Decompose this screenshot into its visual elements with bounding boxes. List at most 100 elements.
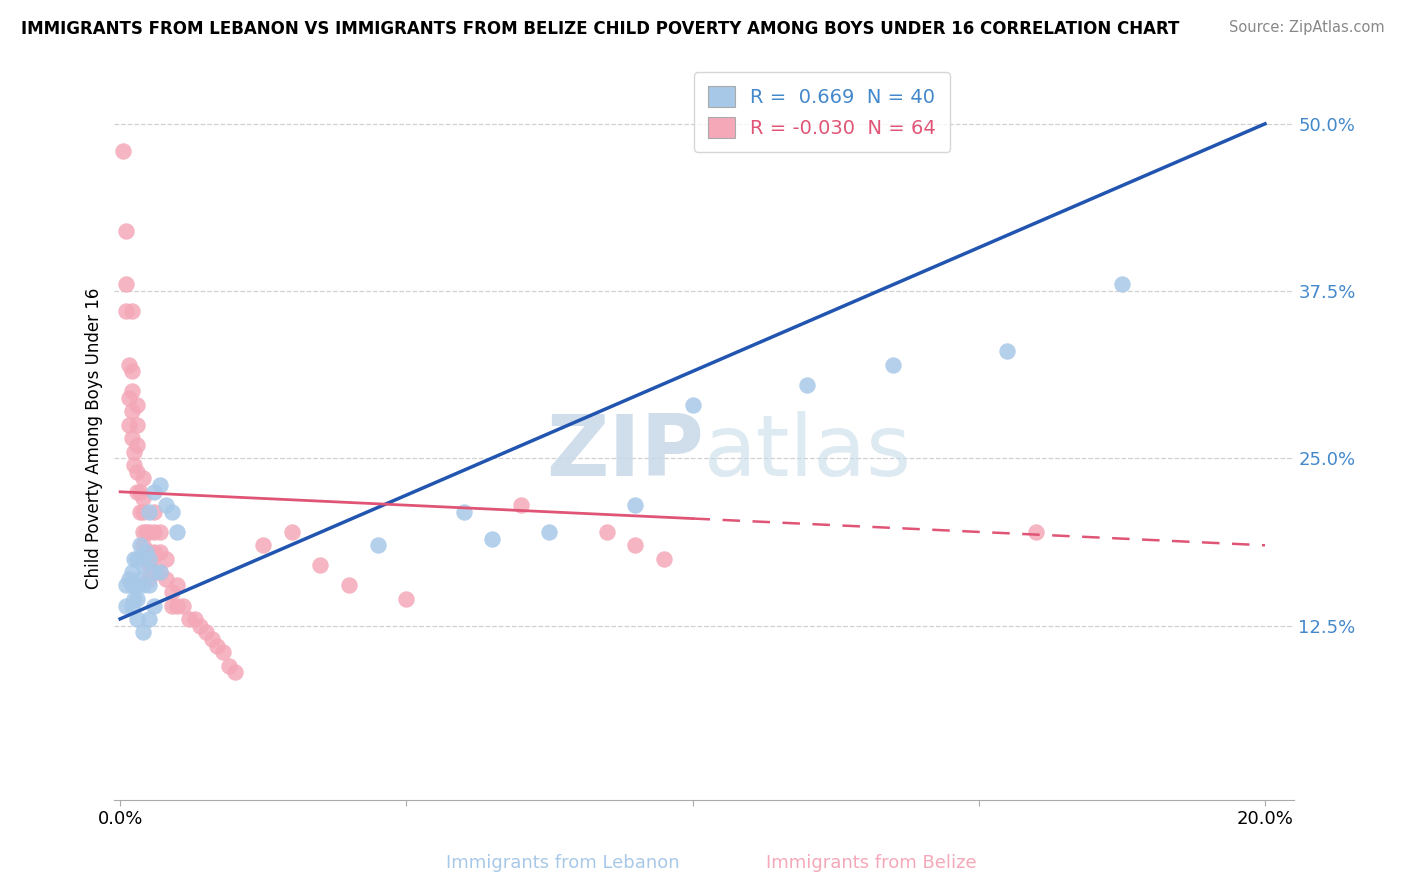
Point bbox=[121, 599, 143, 613]
Point bbox=[138, 545, 160, 559]
Point bbox=[111, 144, 134, 158]
Point bbox=[132, 538, 155, 552]
Point bbox=[155, 551, 177, 566]
Point bbox=[481, 532, 503, 546]
Point bbox=[143, 599, 166, 613]
Point bbox=[127, 398, 149, 412]
Point bbox=[115, 277, 138, 292]
Point bbox=[337, 578, 360, 592]
Point bbox=[132, 505, 155, 519]
Point bbox=[538, 524, 561, 539]
Text: ZIP: ZIP bbox=[547, 411, 704, 494]
Point bbox=[160, 599, 183, 613]
Point bbox=[121, 404, 143, 418]
Point bbox=[160, 585, 183, 599]
Point bbox=[115, 599, 138, 613]
Point bbox=[127, 551, 149, 566]
Point bbox=[132, 471, 155, 485]
Point bbox=[121, 431, 143, 445]
Point bbox=[115, 224, 138, 238]
Point bbox=[121, 364, 143, 378]
Point bbox=[149, 545, 172, 559]
Text: atlas: atlas bbox=[704, 411, 912, 494]
Point bbox=[166, 578, 188, 592]
Point bbox=[166, 599, 188, 613]
Y-axis label: Child Poverty Among Boys Under 16: Child Poverty Among Boys Under 16 bbox=[86, 287, 103, 589]
Point bbox=[135, 524, 157, 539]
Point bbox=[118, 391, 141, 405]
Point bbox=[132, 578, 155, 592]
Point bbox=[183, 612, 205, 626]
Point bbox=[281, 524, 304, 539]
Point bbox=[143, 565, 166, 579]
Point bbox=[118, 417, 141, 432]
Point bbox=[453, 505, 475, 519]
Point bbox=[141, 551, 163, 566]
Point bbox=[155, 572, 177, 586]
Point bbox=[121, 578, 143, 592]
Point bbox=[149, 478, 172, 492]
Point bbox=[882, 358, 904, 372]
Point bbox=[127, 578, 149, 592]
Point bbox=[127, 438, 149, 452]
Point bbox=[118, 358, 141, 372]
Point bbox=[149, 524, 172, 539]
Point bbox=[121, 384, 143, 399]
Point bbox=[188, 618, 211, 632]
Point bbox=[138, 524, 160, 539]
Point bbox=[124, 458, 146, 472]
Point bbox=[682, 398, 704, 412]
Point bbox=[143, 505, 166, 519]
Text: Source: ZipAtlas.com: Source: ZipAtlas.com bbox=[1229, 20, 1385, 35]
Point bbox=[127, 612, 149, 626]
Point bbox=[997, 344, 1019, 359]
Point bbox=[596, 524, 619, 539]
Point bbox=[149, 565, 172, 579]
Point bbox=[218, 658, 240, 673]
Point bbox=[138, 572, 160, 586]
Point bbox=[252, 538, 274, 552]
Point bbox=[129, 505, 152, 519]
Point bbox=[796, 377, 818, 392]
Point bbox=[132, 524, 155, 539]
Point bbox=[212, 645, 235, 659]
Point bbox=[121, 565, 143, 579]
Legend: R =  0.669  N = 40, R = -0.030  N = 64: R = 0.669 N = 40, R = -0.030 N = 64 bbox=[695, 72, 950, 152]
Point bbox=[115, 304, 138, 318]
Point bbox=[395, 591, 418, 606]
Text: Immigrants from Belize: Immigrants from Belize bbox=[766, 855, 977, 872]
Point bbox=[127, 484, 149, 499]
Point bbox=[1025, 524, 1047, 539]
Point bbox=[127, 591, 149, 606]
Point bbox=[143, 524, 166, 539]
Point bbox=[132, 491, 155, 506]
Point bbox=[138, 505, 160, 519]
Point bbox=[121, 304, 143, 318]
Point bbox=[155, 498, 177, 512]
Point bbox=[124, 591, 146, 606]
Point bbox=[124, 551, 146, 566]
Point bbox=[127, 417, 149, 432]
Point bbox=[127, 465, 149, 479]
Point bbox=[129, 484, 152, 499]
Point bbox=[149, 565, 172, 579]
Point bbox=[509, 498, 531, 512]
Point bbox=[129, 538, 152, 552]
Text: Immigrants from Lebanon: Immigrants from Lebanon bbox=[446, 855, 679, 872]
Point bbox=[143, 484, 166, 499]
Point bbox=[201, 632, 224, 646]
Point bbox=[652, 551, 675, 566]
Point bbox=[132, 558, 155, 573]
Point bbox=[115, 578, 138, 592]
Point bbox=[135, 545, 157, 559]
Point bbox=[195, 625, 218, 640]
Point bbox=[138, 558, 160, 573]
Point bbox=[624, 538, 647, 552]
Point bbox=[207, 639, 229, 653]
Text: IMMIGRANTS FROM LEBANON VS IMMIGRANTS FROM BELIZE CHILD POVERTY AMONG BOYS UNDER: IMMIGRANTS FROM LEBANON VS IMMIGRANTS FR… bbox=[21, 20, 1180, 37]
Point bbox=[177, 612, 200, 626]
Point bbox=[138, 578, 160, 592]
Point bbox=[124, 444, 146, 458]
Point bbox=[138, 612, 160, 626]
Point bbox=[166, 524, 188, 539]
